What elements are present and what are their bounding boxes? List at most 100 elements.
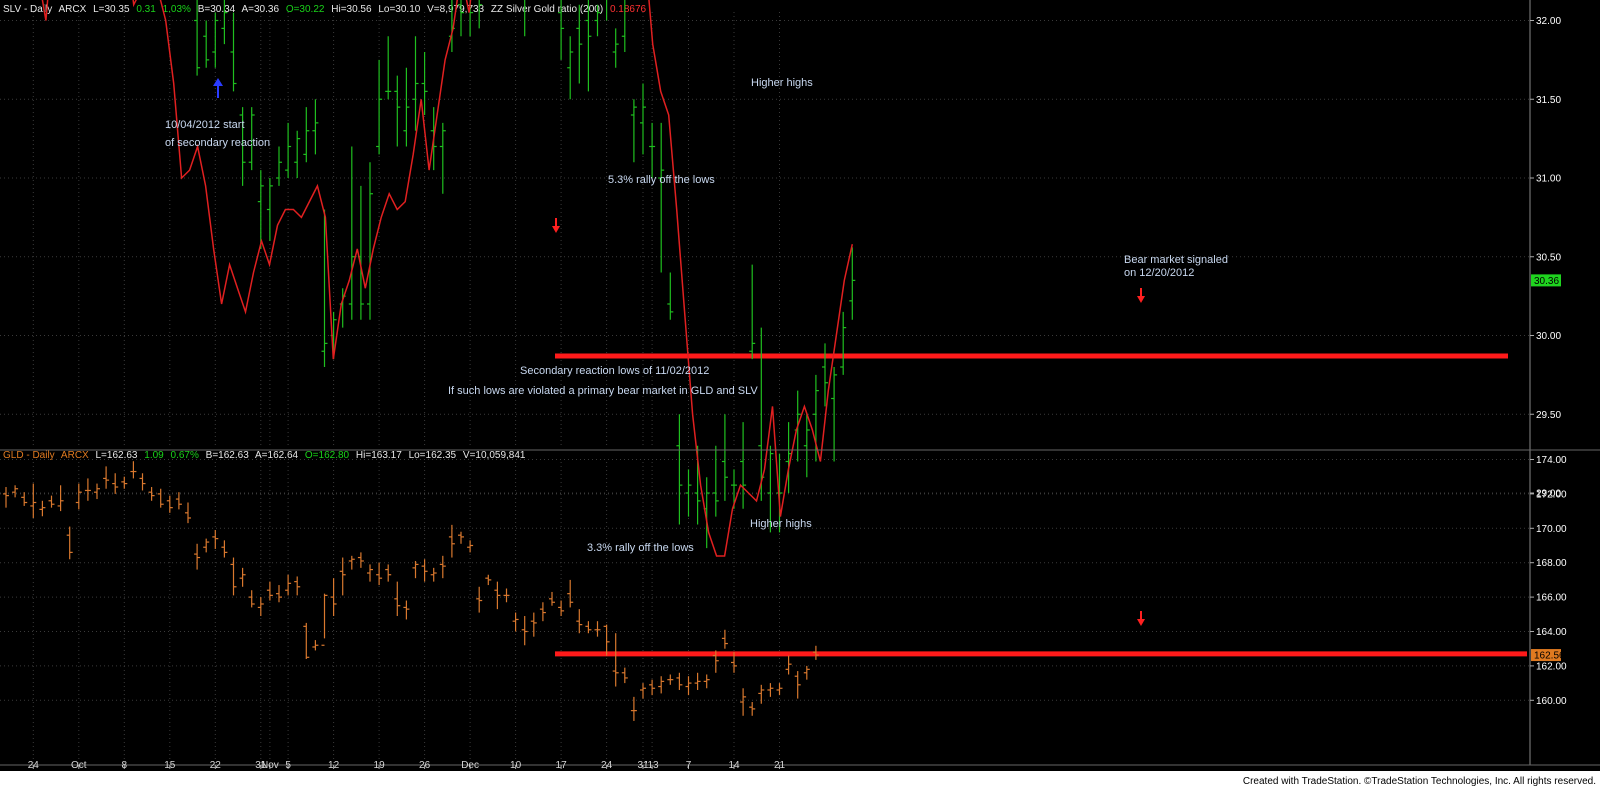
slv-header: SLV - Daily ARCX L=30.35 0.31 1.03% B=30…	[3, 4, 647, 15]
gld-ohlc-bar	[594, 621, 601, 637]
gld-ohlc-bar	[785, 655, 792, 675]
slv-price-tag	[1531, 274, 1561, 287]
gld-ohlc-bar	[667, 674, 674, 685]
gld-ohlc-bar	[12, 485, 19, 498]
gld-ohlc-bar	[221, 540, 228, 558]
gld-price-tag	[1531, 649, 1561, 662]
gld-ohlc-bar	[157, 488, 164, 508]
gld-ohlc-bar	[21, 492, 28, 506]
gld-ohlc-bar	[685, 676, 692, 696]
x-tick-label: 22	[210, 760, 222, 771]
gld-ohlc-bar	[731, 652, 737, 673]
gld-ohlc-bar	[39, 500, 46, 517]
slv-ohlc-bar	[194, 0, 201, 76]
gld-exchange: ARCX	[61, 450, 89, 461]
slv-ohlc-bar	[585, 0, 592, 92]
x-tick-label: 21	[774, 760, 786, 771]
x-tick-label: 10	[510, 760, 522, 771]
annotation-secondary-start-1: 10/04/2012 start	[165, 119, 245, 131]
slv-ohlc-bar	[558, 0, 565, 60]
x-tick-label: 26	[419, 760, 431, 771]
gld-ask: A=162.64	[255, 450, 299, 461]
slv-ohlc-bar	[478, 0, 483, 29]
slv-price-tag-label: 30.36	[1534, 276, 1559, 287]
gld-ohlc-bar	[812, 645, 819, 660]
gld-ohlc-bar	[503, 588, 510, 603]
x-tick-label: 31	[255, 760, 267, 771]
gld-ohlc-bar	[248, 590, 255, 608]
gld-ohlc-bar	[385, 564, 392, 582]
gld-ohlc-bar	[494, 581, 501, 610]
gld-ohlc-bar	[576, 609, 583, 634]
gld-ohlc-bar	[567, 579, 574, 608]
slv-ohlc-bar	[266, 178, 273, 241]
gld-ohlc-bar	[285, 574, 292, 596]
gld-ohlc-bar	[649, 679, 656, 696]
gld-ohlc-bar	[57, 485, 64, 512]
gld-ohlc-bar	[549, 591, 555, 606]
slv-y-tick-label: 30.50	[1536, 252, 1561, 263]
gld-ohlc-bar	[749, 702, 756, 716]
gld-ohlc-bar	[776, 683, 783, 696]
gld-y-tick-label: 170.00	[1536, 524, 1567, 535]
gld-y-tick-label: 162.00	[1536, 661, 1567, 672]
x-tick-label: 17	[556, 760, 568, 771]
gld-ohlc-bar	[103, 466, 110, 489]
gld-bid: B=162.63	[206, 450, 250, 461]
gld-ohlc-bar	[166, 495, 173, 513]
slv-ohlc-bar	[749, 264, 756, 360]
gld-ohlc-bar	[294, 576, 301, 596]
gld-ohlc-bar	[412, 560, 419, 579]
x-tick-label: 12	[328, 760, 340, 771]
slv-ohlc-bar	[612, 28, 619, 68]
slv-ohlc-bar	[239, 107, 246, 186]
slv-ohlc-bar	[439, 122, 446, 194]
slv-ohlc-bar	[840, 311, 847, 375]
gld-y-tick-label: 164.00	[1536, 627, 1567, 638]
slv-pct: 1.03%	[163, 4, 191, 15]
annotation-violation-note: If such lows are violated a primary bear…	[448, 385, 758, 397]
slv-low: Lo=30.10	[378, 4, 420, 15]
slv-last: L=30.35	[93, 4, 130, 15]
gld-ohlc-bar	[712, 650, 719, 673]
gld-ohlc-bar	[66, 526, 73, 560]
gld-ohlc-bar	[303, 622, 310, 660]
gld-ohlc-bar	[803, 665, 810, 680]
gld-ohlc-bar	[676, 672, 683, 690]
support-layer	[555, 353, 1527, 657]
annotation-slv-rally: 5.3% rally off the lows	[608, 174, 715, 186]
slv-ohlc-bar	[294, 130, 301, 178]
slv-ohlc-bar	[803, 414, 810, 478]
gld-ohlc-bar	[767, 683, 774, 697]
gld-ohlc-bar	[430, 567, 437, 582]
gld-ohlc-bar	[794, 671, 801, 699]
gld-ohlc-bar	[175, 492, 182, 510]
gld-y-tick-label: 160.00	[1536, 696, 1567, 707]
gld-ohlc-bar	[539, 602, 546, 622]
gld-change: 1.09	[144, 450, 164, 461]
gld-ohlc-bar	[230, 557, 237, 596]
gld-ohlc-bar	[476, 586, 483, 613]
gld-ohlc-bar	[185, 502, 191, 524]
slv-ohlc-bar	[524, 0, 526, 37]
slv-ohlc-bar	[367, 162, 373, 320]
x-tick-label: 24	[601, 760, 613, 771]
gld-ohlc-bar	[312, 640, 319, 651]
gld-ohlc-bar	[630, 696, 637, 721]
down-arrow-icon	[1137, 288, 1145, 303]
gld-ohlc-bar	[321, 593, 328, 646]
gld-high: Hi=163.17	[356, 450, 402, 461]
indicator-name: ZZ Silver Gold ratio (200)	[491, 4, 603, 15]
gld-ohlc-bar	[203, 538, 210, 553]
gld-ohlc-bar	[148, 487, 155, 501]
gld-header: GLD - Daily ARCX L=162.63 1.09 0.67% B=1…	[3, 450, 526, 461]
gld-ohlc-bar	[740, 688, 747, 716]
slv-ohlc-bar	[248, 107, 255, 171]
slv-ohlc-bar	[303, 107, 310, 163]
gld-ohlc-bar	[658, 676, 665, 694]
gld-ohlc-bar	[394, 581, 401, 617]
slv-ask: A=30.36	[241, 4, 279, 15]
axis-layer: 34.0033.5033.0032.5032.0031.5031.0030.50…	[0, 0, 1600, 766]
